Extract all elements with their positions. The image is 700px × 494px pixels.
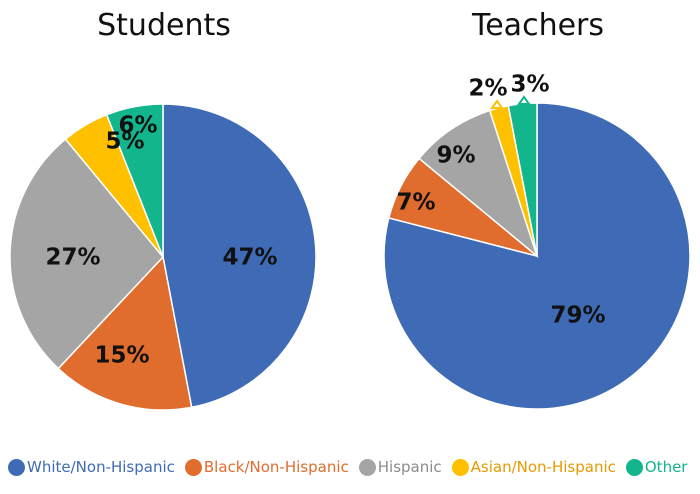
legend-label: Other <box>644 458 688 476</box>
chart-legend: White/Non-Hispanic Black/Non-Hispanic Hi… <box>8 458 697 476</box>
legend-label: White/Non-Hispanic <box>27 458 175 476</box>
pie-slice-black <box>57 255 193 411</box>
data-label-white: 47% <box>222 245 277 271</box>
data-label-other: 3% <box>510 72 549 98</box>
legend-dot-icon <box>625 458 643 476</box>
legend-dot-icon <box>184 458 202 476</box>
data-label-white: 79% <box>550 303 605 329</box>
pie-slice-hispanic <box>418 109 539 259</box>
data-label-other: 6% <box>118 113 157 139</box>
legend-item-black: Black/Non-Hispanic <box>184 458 349 476</box>
legend-dot-icon <box>8 458 25 476</box>
data-label-asian: 5% <box>105 129 144 155</box>
students-chart-title: Students <box>97 8 231 43</box>
data-label-asian: 2% <box>468 76 507 102</box>
data-label-hispanic: 27% <box>45 245 100 271</box>
legend-label: Hispanic <box>377 458 442 476</box>
legend-label: Asian/Non-Hispanic <box>470 458 616 476</box>
legend-item-asian: Asian/Non-Hispanic <box>451 458 616 476</box>
legend-dot-icon <box>358 458 376 476</box>
pie-slice-hispanic <box>9 138 164 370</box>
pie-slice-other <box>105 103 164 258</box>
data-label-hispanic: 9% <box>436 143 475 169</box>
callout-marker-icon <box>517 95 531 105</box>
teachers-pie: 79% 7%9% 2% 3% <box>383 72 691 410</box>
legend-item-other: Other <box>625 458 688 476</box>
legend-item-white: White/Non-Hispanic <box>8 458 175 476</box>
legend-item-hispanic: Hispanic <box>358 458 442 476</box>
pie-slice-white <box>383 102 691 410</box>
legend-dot-icon <box>451 458 469 476</box>
legend-label: Black/Non-Hispanic <box>203 458 349 476</box>
data-label-black: 15% <box>94 343 149 369</box>
pie-slice-white <box>162 103 317 409</box>
teachers-chart-title: Teachers <box>472 8 604 43</box>
callout-marker-icon <box>490 99 504 109</box>
students-pie: 47% 15% 27% 5%6% <box>9 103 317 411</box>
data-label-black: 7% <box>396 190 435 216</box>
